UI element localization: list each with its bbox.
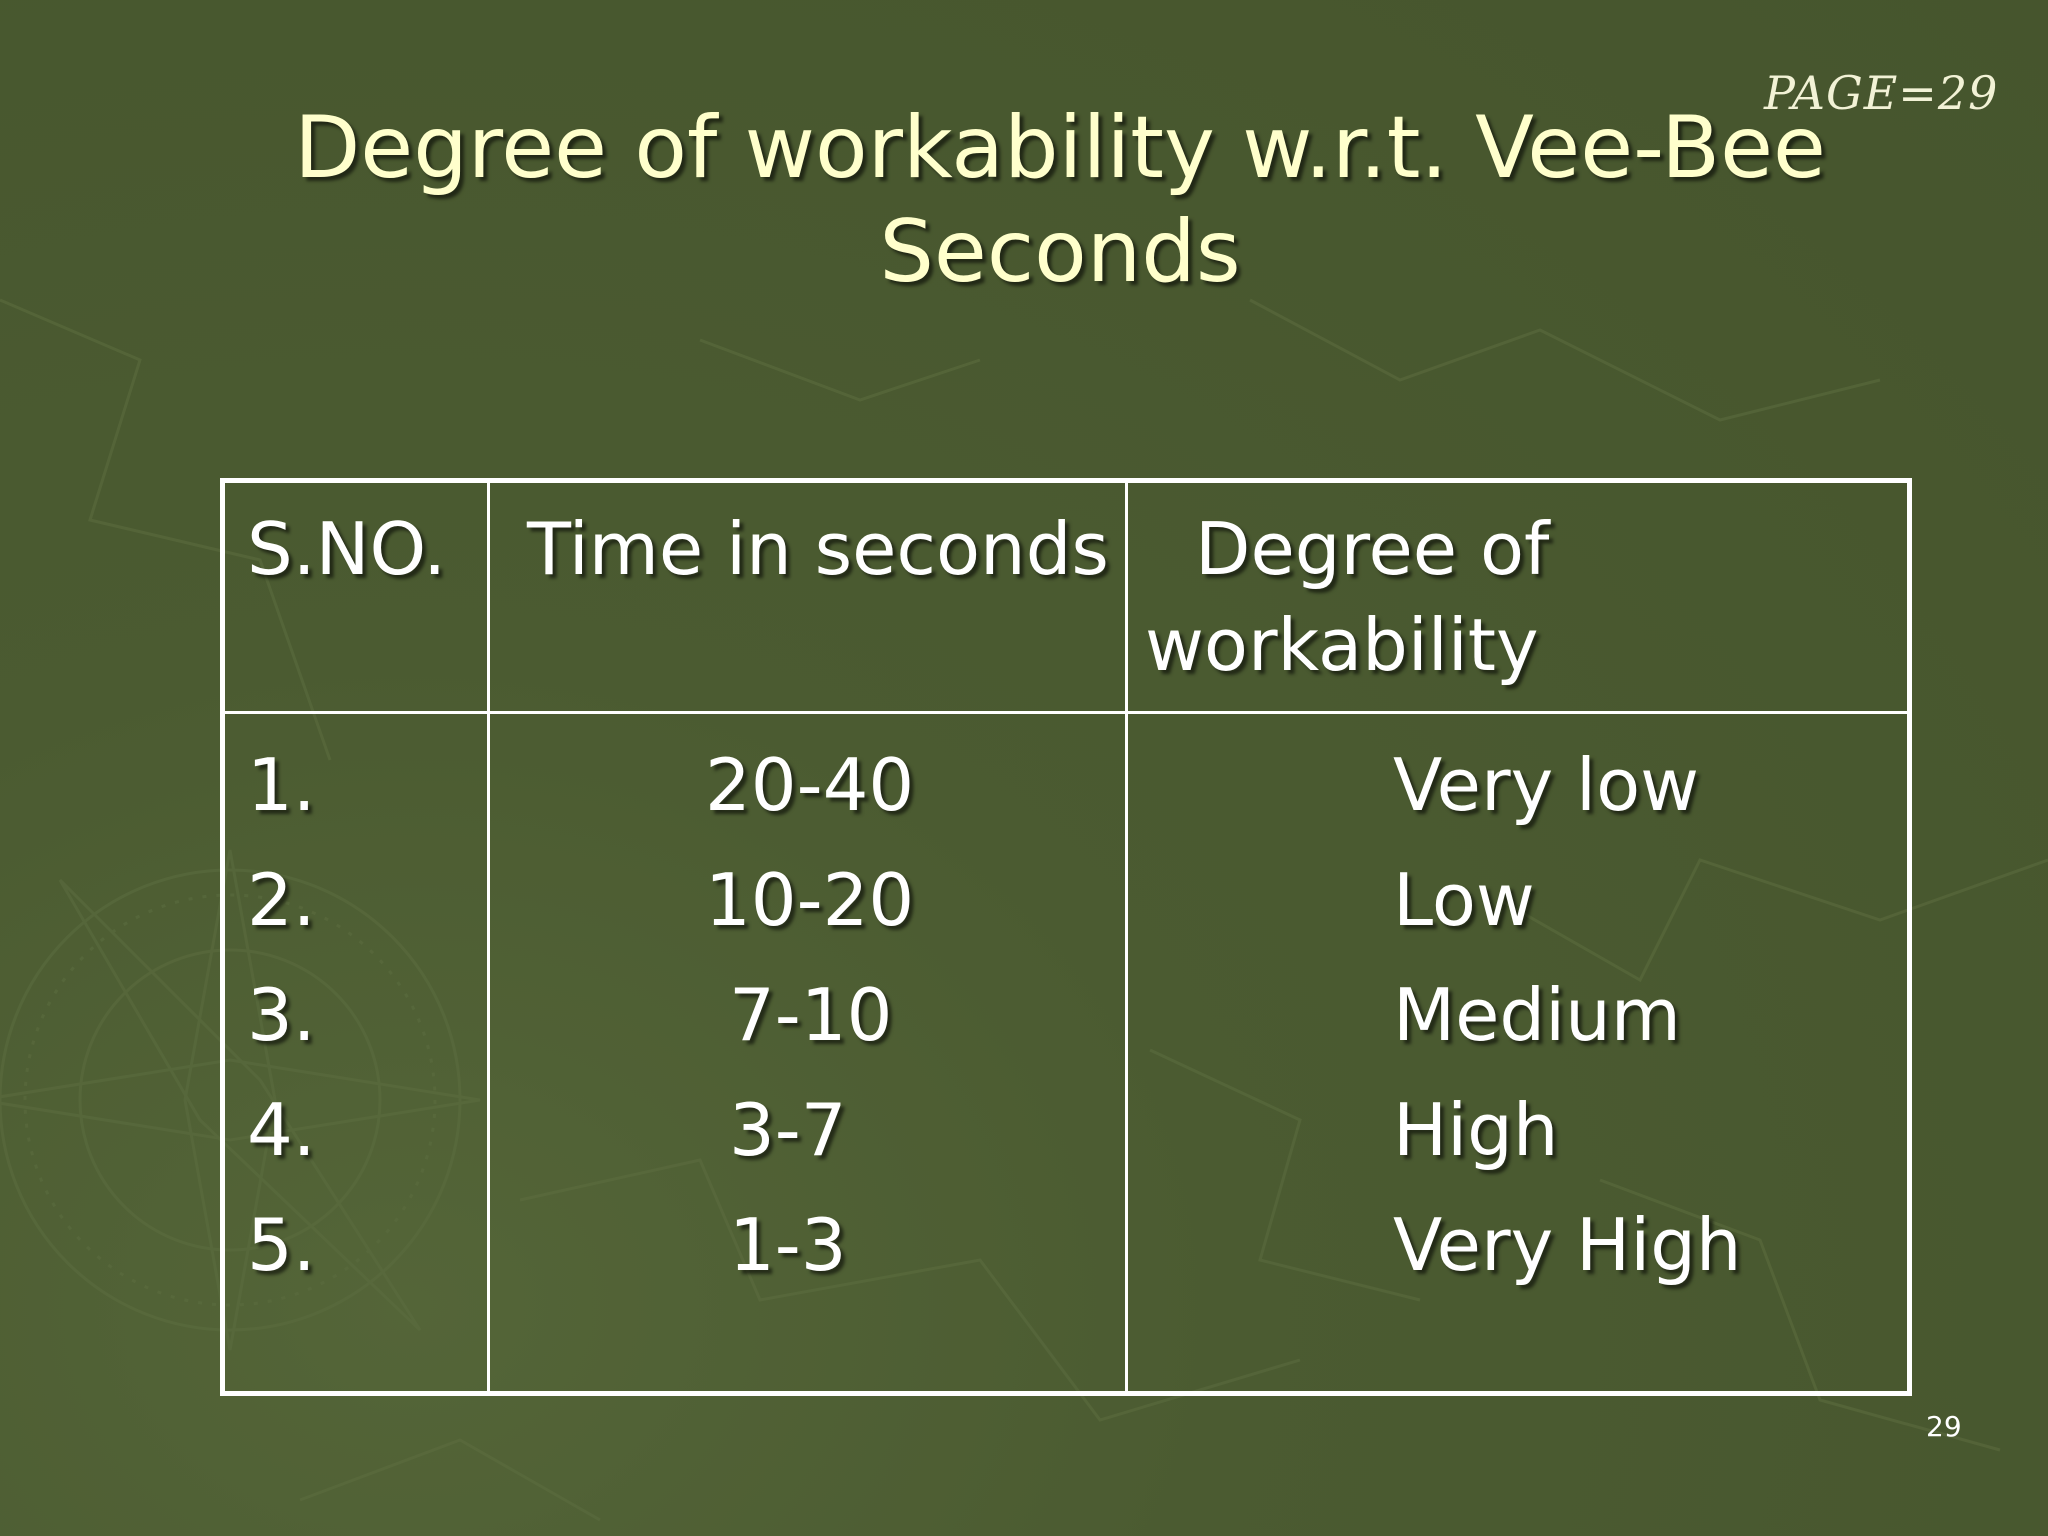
header-sno: S.NO. [247, 507, 447, 591]
table-row-time: 10-20 [705, 858, 915, 942]
table-row-sno: 3. [247, 973, 316, 1057]
table-row-sno: 2. [247, 858, 316, 942]
column-divider-2 [1125, 483, 1128, 1391]
table-row-degree: Very High [1393, 1203, 1742, 1287]
header-degree-line-2: workability [1145, 603, 1539, 687]
page-label: PAGE=29 [1764, 66, 1999, 120]
column-divider-1 [487, 483, 490, 1391]
slide-title: Degree of workability w.r.t. Vee-Bee Sec… [240, 96, 1880, 304]
header-time: Time in seconds [527, 507, 1109, 591]
header-divider [225, 711, 1907, 714]
workability-table: S.NO. Time in seconds Degree of workabil… [220, 478, 1912, 1396]
table-row-time: 7-10 [729, 973, 893, 1057]
table-row-time: 20-40 [705, 743, 915, 827]
sno-column: 1. 2. 3. 4. 5. [247, 728, 316, 1303]
header-degree: Degree of workability [1145, 501, 1549, 693]
table-row-time: 3-7 [729, 1088, 847, 1172]
table-row-degree: Low [1393, 858, 1535, 942]
slide-number: 29 [1926, 1410, 1962, 1443]
time-column: 20-40 10-20 7-10 3-7 1-3 [705, 728, 914, 1303]
title-line-2: Seconds [879, 202, 1241, 302]
table-row-sno: 1. [247, 743, 316, 827]
degree-column: Very low Low Medium High Very High [1393, 728, 1742, 1303]
table-row-degree: Medium [1393, 973, 1681, 1057]
table-row-degree: Very low [1393, 743, 1699, 827]
table-row-degree: High [1393, 1088, 1559, 1172]
table-row-sno: 5. [247, 1203, 316, 1287]
header-degree-line-1: Degree of [1195, 507, 1550, 591]
table-row-time: 1-3 [729, 1203, 847, 1287]
title-line-1: Degree of workability w.r.t. Vee-Bee [294, 98, 1826, 198]
table-row-sno: 4. [247, 1088, 316, 1172]
